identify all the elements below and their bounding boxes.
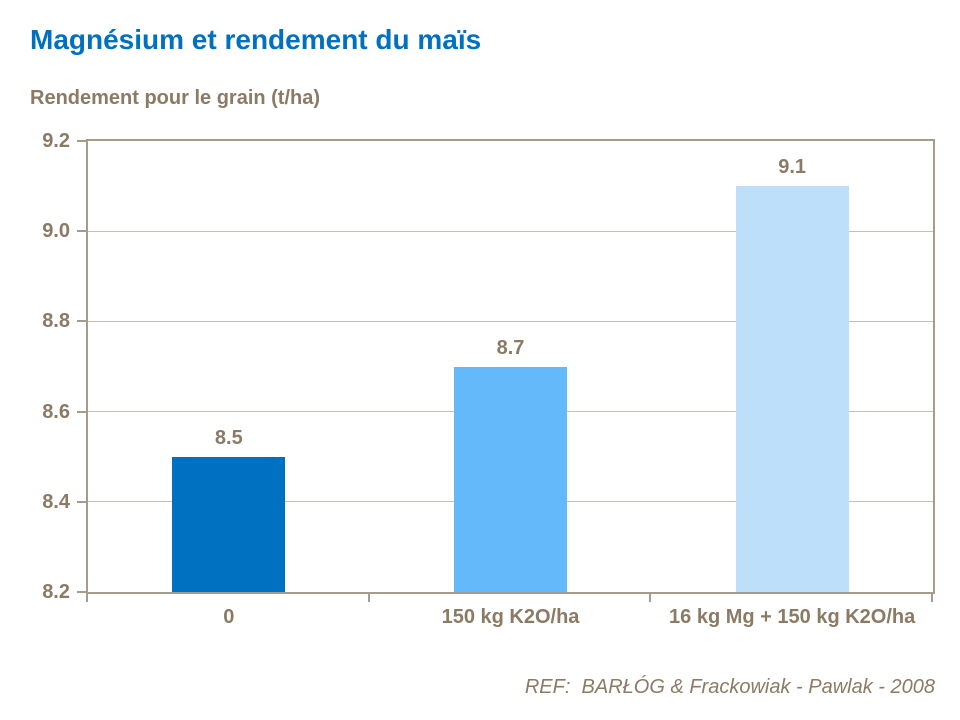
x-tick-mark <box>649 594 652 602</box>
y-tick-mark <box>77 140 86 142</box>
bar-2 <box>735 186 849 592</box>
y-tick-mark <box>77 500 86 503</box>
bar-value-label-0: 8.5 <box>214 426 243 449</box>
y-tick-label: 8.2 <box>42 581 70 603</box>
x-tick-mark <box>86 594 88 602</box>
x-tick-label-1: 150 kg K2O/ha <box>441 606 580 628</box>
gridline-9.0 <box>88 230 933 232</box>
y-tick-label: 9.0 <box>42 220 70 243</box>
x-tick-mark <box>931 594 933 602</box>
reference-text: REF: BARŁÓG & Frackowiak - Pawlak - 2008 <box>524 676 935 698</box>
gridline-8.8 <box>88 320 933 322</box>
x-tick-label-0: 0 <box>223 606 235 628</box>
bar-value-label-2: 9.1 <box>778 156 807 179</box>
y-axis-title: Rendement pour le grain (t/ha) <box>30 87 321 109</box>
y-tick-label: 8.6 <box>42 400 70 423</box>
y-tick-label: 9.2 <box>42 130 70 152</box>
y-tick-mark <box>77 320 86 323</box>
bar-0 <box>172 456 286 592</box>
y-tick-mark <box>77 410 86 413</box>
x-axis: 0 150 kg K2O/ha 16 kg Mg + 150 kg K2O/ha <box>86 606 935 636</box>
plot-area: 8.5 8.7 9.1 <box>86 139 935 594</box>
x-tick-mark <box>367 594 370 602</box>
y-tick-mark <box>77 230 86 233</box>
chart-title: Magnésium et rendement du maïs <box>30 24 482 55</box>
bar-1 <box>454 366 567 592</box>
y-tick-label: 8.8 <box>42 310 70 333</box>
y-axis: 9.2 9.0 8.8 8.6 8.4 8.2 <box>0 130 70 603</box>
y-tick-mark <box>77 591 86 593</box>
bar-value-label-1: 8.7 <box>496 336 525 359</box>
x-tick-label-2: 16 kg Mg + 150 kg K2O/ha <box>669 606 916 628</box>
y-tick-label: 8.4 <box>42 490 70 513</box>
